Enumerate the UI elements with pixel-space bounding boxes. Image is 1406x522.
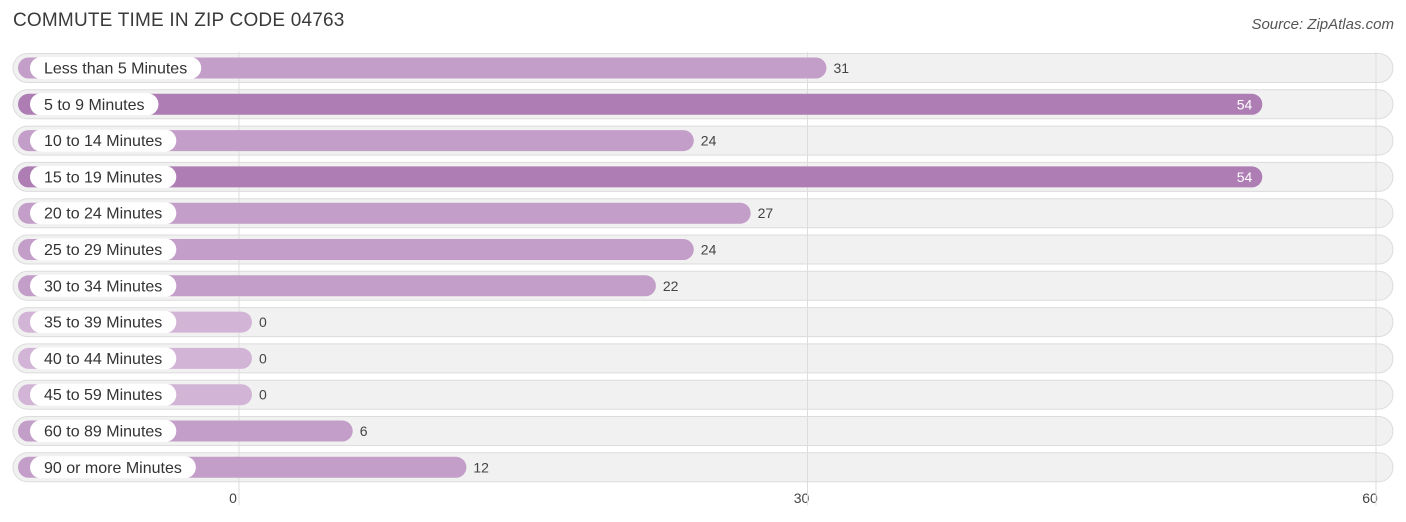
value-label: 0 [259, 387, 267, 403]
category-label: 90 or more Minutes [44, 460, 182, 477]
category-label-pill [30, 420, 177, 442]
category-label-pill [30, 93, 159, 116]
bar [18, 239, 694, 260]
category-label-pill [30, 274, 177, 297]
bars-layer [18, 57, 1263, 478]
category-label: 20 to 24 Minutes [44, 206, 162, 223]
category-label: 5 to 9 Minutes [44, 97, 145, 114]
x-axis: 0 30 60 [229, 490, 1378, 506]
value-label: 31 [833, 60, 849, 76]
category-label-pill [30, 165, 177, 188]
bar [18, 275, 656, 297]
category-label-pill [30, 129, 177, 152]
bar [18, 166, 1263, 188]
category-label: 35 to 39 Minutes [44, 315, 162, 332]
category-label-pill [30, 238, 177, 261]
category-label-pill [30, 383, 177, 406]
x-tick-label: 0 [229, 490, 237, 506]
value-label: 12 [473, 459, 489, 475]
category-label: Less than 5 Minutes [44, 61, 187, 78]
bar [18, 57, 827, 79]
value-label: 54 [1237, 169, 1253, 185]
value-label: 6 [360, 423, 368, 439]
bar [18, 130, 694, 152]
value-label: 27 [758, 205, 774, 221]
category-label-pill [30, 347, 177, 370]
value-label: 24 [701, 133, 717, 149]
row-background [12, 343, 1394, 374]
category-label: 60 to 89 Minutes [44, 424, 162, 441]
x-tick-label: 60 [1362, 490, 1378, 506]
chart-title: COMMUTE TIME IN ZIP CODE 04763 [13, 10, 345, 31]
category-label: 25 to 29 Minutes [44, 242, 162, 259]
category-label: 10 to 14 Minutes [44, 133, 162, 150]
value-label: 24 [701, 242, 717, 258]
value-label: 54 [1237, 96, 1253, 112]
source-label: Source: ZipAtlas.com [1251, 16, 1394, 33]
labels-layer: Less than 5 Minutes 31 5 to 9 Minutes 54 10 … [30, 57, 1253, 479]
value-label: 22 [663, 278, 679, 294]
row-background [12, 416, 1394, 446]
value-label: 0 [259, 314, 267, 330]
category-label: 30 to 34 Minutes [44, 278, 162, 295]
category-label-pill [30, 202, 177, 225]
category-label: 45 to 59 Minutes [44, 387, 162, 404]
category-label-pill [30, 57, 202, 79]
category-label: 40 to 44 Minutes [44, 351, 162, 368]
bar [18, 93, 1263, 115]
category-label-pill [30, 456, 196, 479]
rows-layer [12, 53, 1394, 483]
x-tick-label: 30 [794, 490, 810, 506]
category-label: 15 to 19 Minutes [44, 169, 162, 186]
bar [18, 202, 751, 224]
row-background [12, 379, 1394, 410]
category-label-pill [30, 311, 177, 334]
value-label: 0 [259, 350, 267, 366]
row-background [12, 307, 1394, 338]
